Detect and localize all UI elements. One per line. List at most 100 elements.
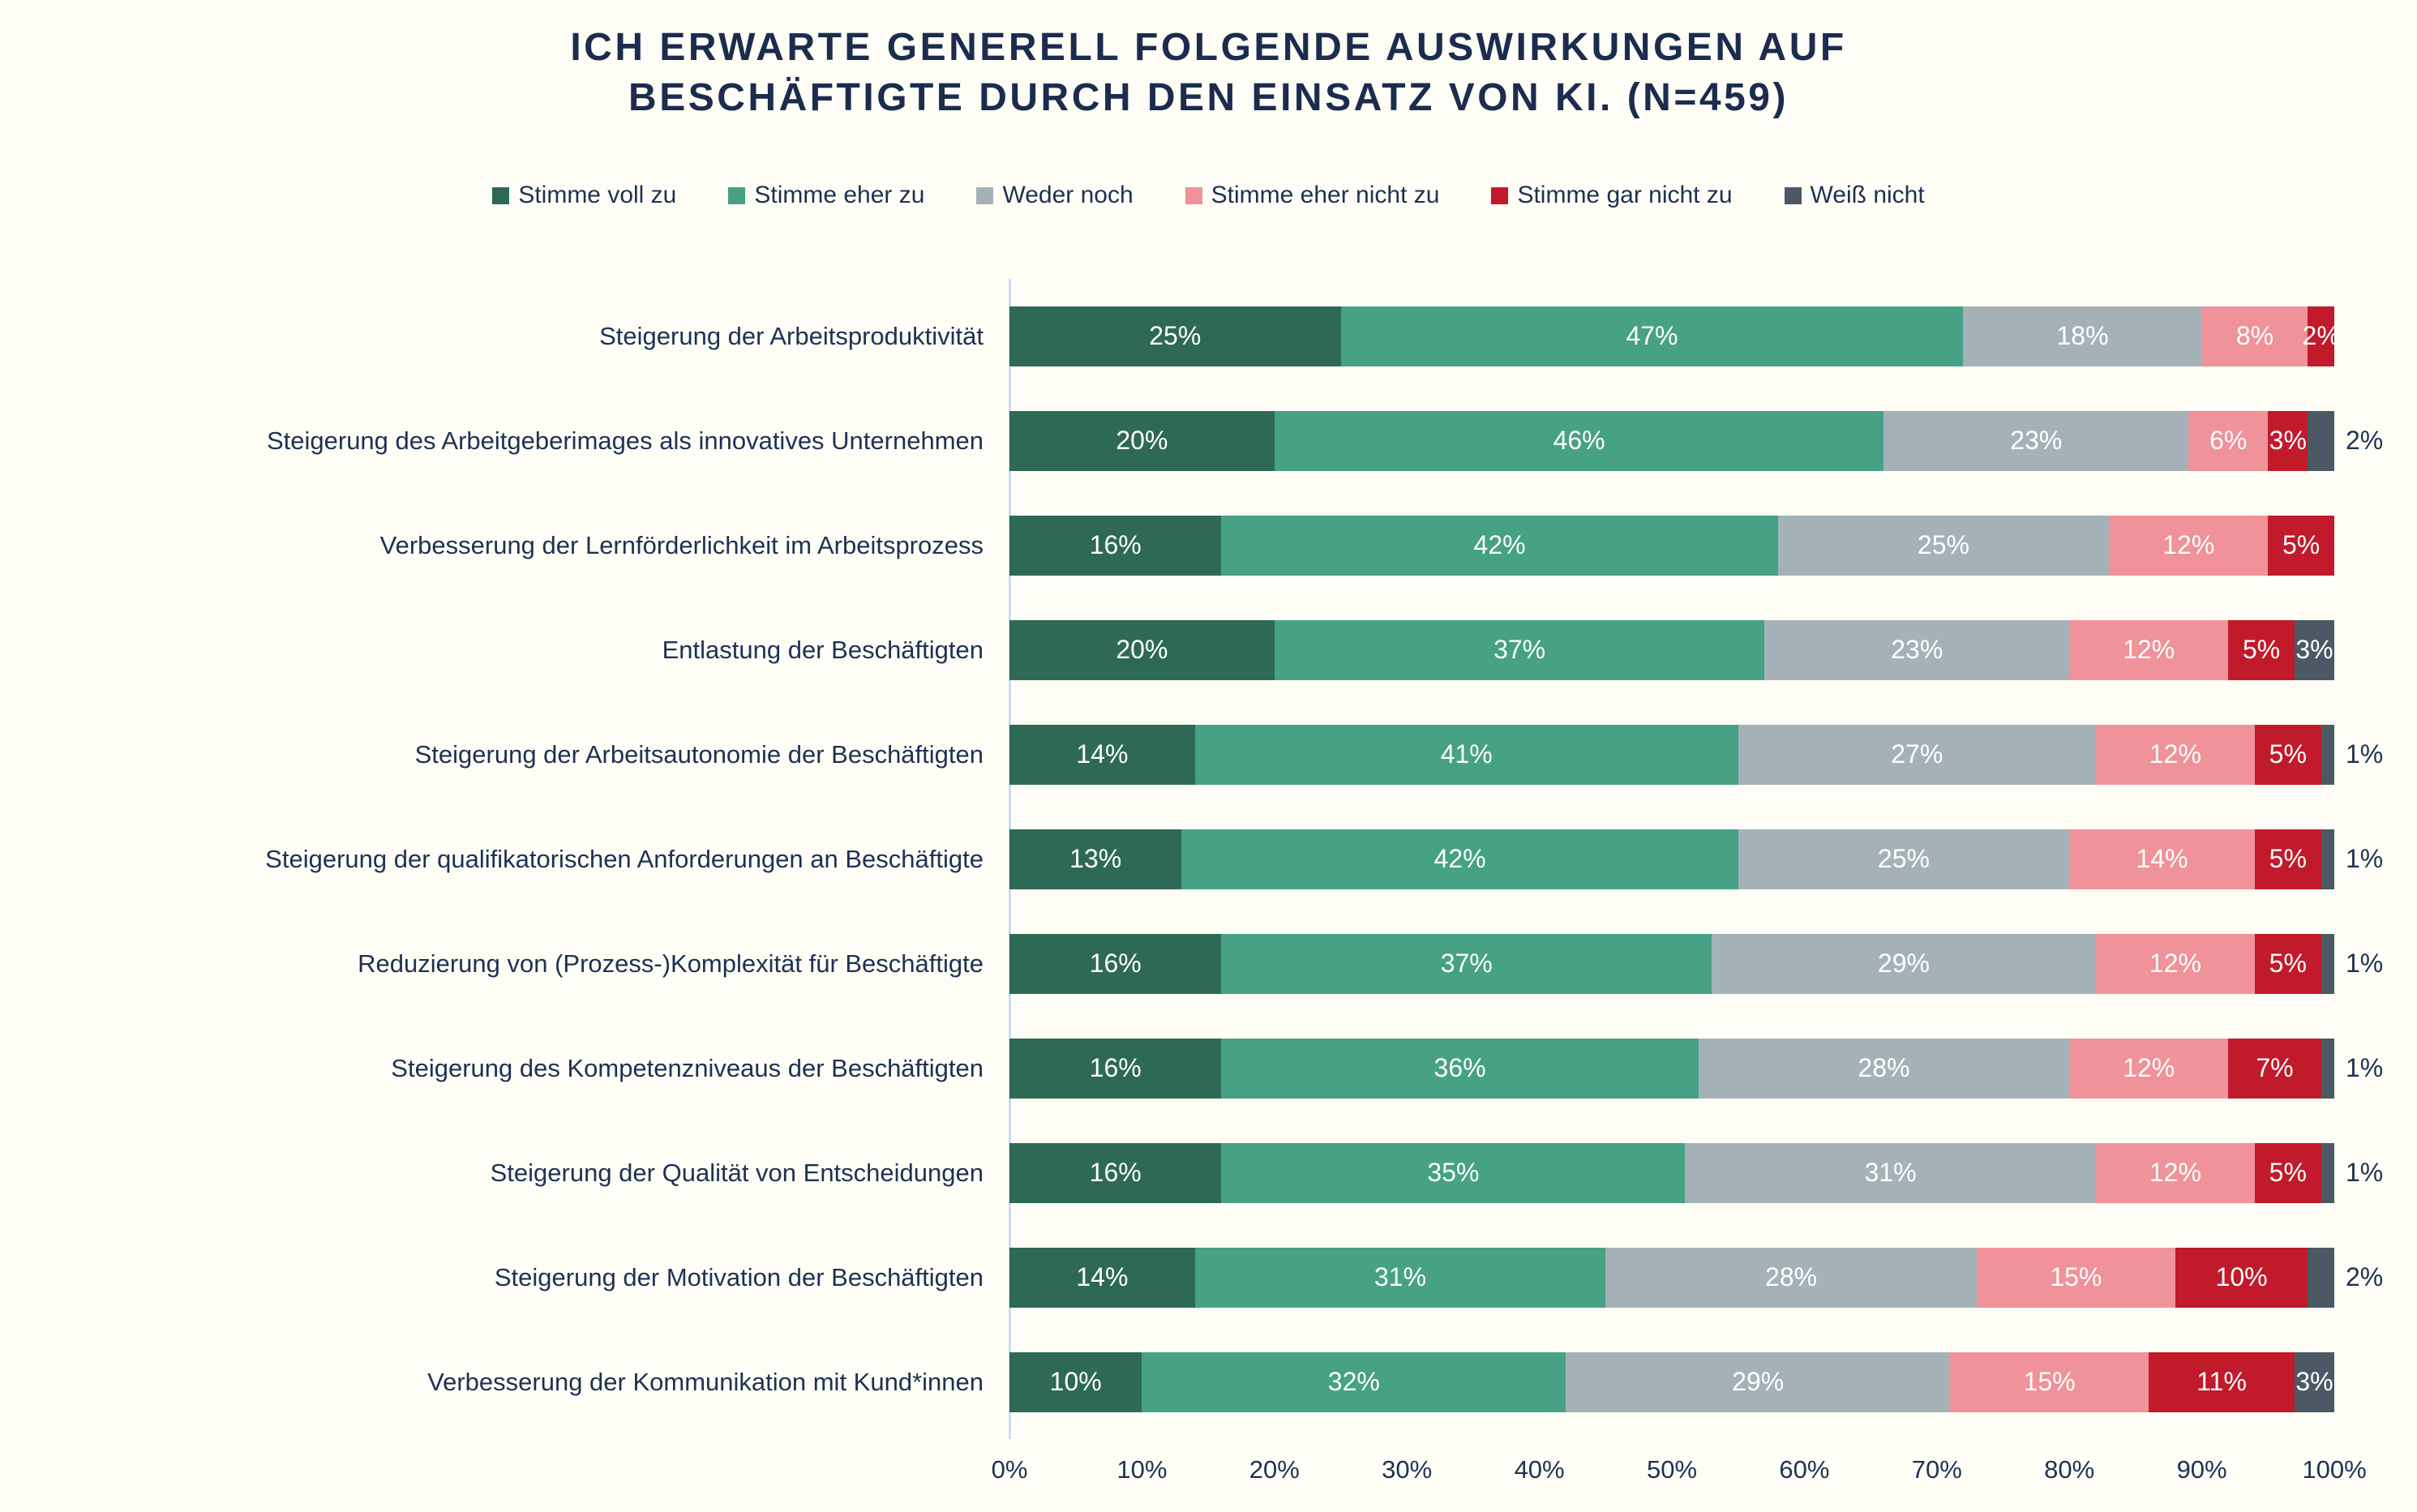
bar-segment-stimme-eher-nicht-zu: 12% <box>2109 515 2269 576</box>
bar-segment-weder-noch: 29% <box>1566 1351 1951 1412</box>
bar-segment-stimme-voll-zu: 20% <box>1009 619 1275 680</box>
bar-value-label: 20% <box>1116 635 1168 664</box>
bar-segment-weder-noch: 25% <box>1777 515 2110 576</box>
bar-segment-stimme-gar-nicht-zu: 5% <box>2254 724 2321 785</box>
bar-track: 10% 32% 29% 15% 11% 3% <box>1009 1351 2334 1412</box>
bar-segment-stimme-gar-nicht-zu: 5% <box>2254 933 2321 994</box>
chart-row: Steigerung der Arbeitsproduktivität 25% 47… <box>0 284 2417 388</box>
bar-segment-stimme-eher-nicht-zu: 8% <box>2201 306 2308 366</box>
bar-value-label: 5% <box>2282 530 2321 559</box>
bar-value-label: 12% <box>2149 1158 2201 1187</box>
chart-title-line-2: BESCHÄFTIGTE DURCH DEN EINSATZ VON KI. (… <box>628 76 1789 119</box>
bar-segment-stimme-eher-nicht-zu: 12% <box>2095 724 2255 785</box>
bar-segment-stimme-eher-nicht-zu: 12% <box>2095 933 2255 994</box>
bar-track: 13% 42% 25% 14% 5% <box>1009 829 2334 889</box>
bar-track: 20% 37% 23% 12% 5% 3% <box>1009 619 2334 680</box>
chart-title: ICH ERWARTE GENERELL FOLGENDE AUSWIRKUNG… <box>0 0 2417 123</box>
bar-value-label: 3% <box>2295 635 2333 664</box>
category-label: Steigerung der Motivation der Beschäftig… <box>494 1262 984 1291</box>
bar-value-label: 16% <box>1089 1158 1142 1187</box>
x-axis-tick: 0% <box>991 1455 1028 1484</box>
bar-segment-stimme-gar-nicht-zu: 5% <box>2254 1142 2321 1203</box>
legend-item-stimme-gar-nicht-zu: Stimme gar nicht zu <box>1491 182 1733 209</box>
bar-segment-stimme-voll-zu: 25% <box>1009 306 1341 366</box>
bar-segment-weiss-nicht <box>2321 724 2334 785</box>
bar-value-label: 31% <box>1373 1262 1427 1291</box>
x-axis-tick: 20% <box>1249 1455 1300 1484</box>
bar-value-label: 25% <box>1917 530 1969 559</box>
bar-value-label: 14% <box>2136 844 2188 873</box>
bar-segment-stimme-voll-zu: 16% <box>1009 1038 1222 1099</box>
bar-segment-stimme-voll-zu: 16% <box>1009 1142 1222 1203</box>
bar-track: 20% 46% 23% 6% 3% <box>1009 410 2334 471</box>
bar-value-label: 28% <box>1858 1053 1910 1082</box>
bar-segment-stimme-eher-zu: 46% <box>1274 410 1884 471</box>
bar-segment-weiss-nicht <box>2308 1247 2334 1308</box>
bar-value-label: 20% <box>1116 426 1168 455</box>
bar-segment-weder-noch: 28% <box>1698 1038 2070 1099</box>
bar-value-label-outside: 1% <box>2346 949 2384 978</box>
category-label: Steigerung der Qualität von Entscheidung… <box>490 1158 984 1187</box>
bar-segment-stimme-gar-nicht-zu: 10% <box>2175 1247 2308 1308</box>
bar-segment-weiss-nicht <box>2321 829 2334 889</box>
category-label: Steigerung der Arbeitsproduktivität <box>599 321 984 350</box>
bar-value-label: 37% <box>1493 635 1546 664</box>
category-label: Entlastung der Beschäftigten <box>662 635 984 664</box>
bar-value-label-outside: 1% <box>2346 844 2384 873</box>
bar-segment-stimme-eher-zu: 41% <box>1194 724 1738 785</box>
bar-segment-stimme-voll-zu: 16% <box>1009 933 1222 994</box>
chart-row: Steigerung der qualifikatorischen Anford… <box>0 807 2417 911</box>
bar-segment-weiss-nicht: 3% <box>2294 619 2334 680</box>
bar-value-label: 12% <box>2149 739 2201 769</box>
bar-value-label-outside: 2% <box>2346 426 2384 455</box>
bar-value-label: 5% <box>2269 844 2307 873</box>
bar-value-label: 46% <box>1553 426 1605 455</box>
bar-value-label: 15% <box>2050 1262 2102 1291</box>
bar-segment-weiss-nicht <box>2321 1038 2334 1099</box>
bar-track: 16% 36% 28% 12% 7% <box>1009 1038 2334 1099</box>
bar-value-label: 2% <box>2302 321 2340 350</box>
bar-value-label: 41% <box>1440 739 1493 769</box>
chart-title-line-1: ICH ERWARTE GENERELL FOLGENDE AUSWIRKUNG… <box>570 26 1847 69</box>
bar-segment-stimme-voll-zu: 16% <box>1009 515 1222 576</box>
weiss-nicht-swatch-icon <box>1784 186 1802 204</box>
chart-row: Verbesserung der Lernförderlichkeit im A… <box>0 493 2417 598</box>
bar-segment-stimme-gar-nicht-zu: 3% <box>2268 410 2308 471</box>
bar-value-label: 12% <box>2149 949 2201 978</box>
bar-segment-stimme-eher-zu: 36% <box>1221 1038 1699 1099</box>
bar-segment-stimme-eher-nicht-zu: 15% <box>1950 1351 2149 1412</box>
bar-value-label: 5% <box>2269 739 2307 769</box>
x-axis-tick: 40% <box>1514 1455 1565 1484</box>
bar-value-label: 15% <box>2023 1367 2076 1396</box>
bar-value-label: 10% <box>1049 1367 1102 1396</box>
category-label: Steigerung des Kompetenzniveaus der Besc… <box>391 1053 984 1082</box>
chart-row: Reduzierung von (Prozess-)Komplexität fü… <box>0 911 2417 1016</box>
legend: Stimme voll zu Stimme eher zu Weder noch St… <box>0 182 2417 209</box>
bar-segment-stimme-eher-zu: 31% <box>1194 1247 1606 1308</box>
bar-segment-stimme-voll-zu: 10% <box>1009 1351 1142 1412</box>
bar-segment-stimme-gar-nicht-zu: 2% <box>2303 306 2340 366</box>
chart-row: Steigerung des Arbeitgeberimages als inn… <box>0 388 2417 493</box>
bar-value-label: 27% <box>1891 739 1943 769</box>
bar-value-label: 47% <box>1626 321 1678 350</box>
stimme-eher-nicht-zu-swatch-icon <box>1185 186 1202 204</box>
bar-segment-weder-noch: 25% <box>1738 829 2070 889</box>
bar-segment-weiss-nicht <box>2321 1142 2334 1203</box>
bar-value-label: 36% <box>1433 1053 1486 1082</box>
bar-value-label: 6% <box>2209 426 2248 455</box>
bar-segment-weder-noch: 31% <box>1685 1142 2096 1203</box>
chart-row: Steigerung des Kompetenzniveaus der Besc… <box>0 1016 2417 1120</box>
bar-segment-stimme-voll-zu: 14% <box>1009 724 1195 785</box>
legend-item-weiss-nicht: Weiß nicht <box>1784 182 1925 209</box>
bar-value-label: 18% <box>2056 321 2109 350</box>
bar-value-label: 10% <box>2215 1262 2268 1291</box>
bar-value-label: 13% <box>1069 844 1122 873</box>
bar-value-label: 16% <box>1089 949 1142 978</box>
bar-value-label: 28% <box>1765 1262 1818 1291</box>
bar-segment-stimme-gar-nicht-zu: 7% <box>2228 1038 2321 1099</box>
weder-noch-swatch-icon <box>976 186 994 204</box>
bar-segment-stimme-eher-nicht-zu: 12% <box>2069 1038 2229 1099</box>
bar-segment-stimme-gar-nicht-zu: 5% <box>2254 829 2321 889</box>
bar-value-label: 29% <box>1877 949 1930 978</box>
bar-track: 25% 47% 18% 8% 2% <box>1009 306 2340 366</box>
